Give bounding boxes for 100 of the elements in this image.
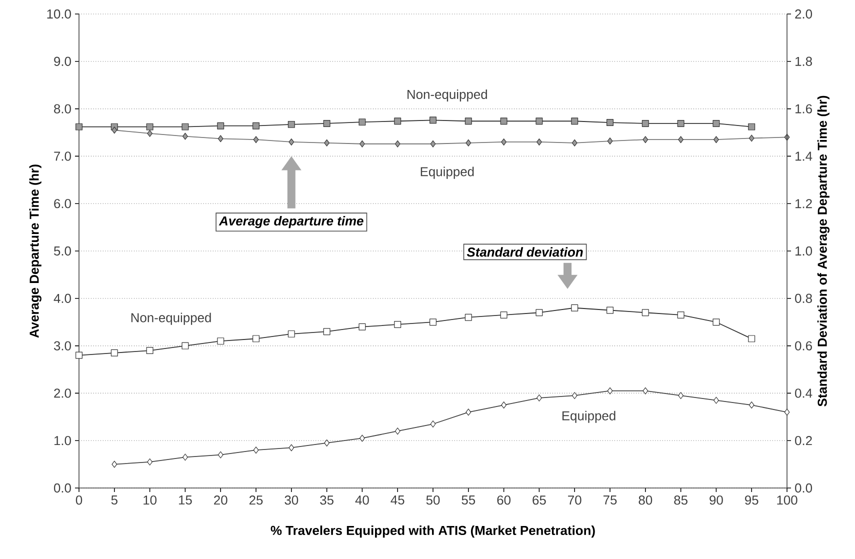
point [678,392,684,400]
y2-tick-label: 0.4 [795,388,812,398]
y-tick-label: 5.0 [54,246,71,256]
point [324,139,330,146]
point [784,408,790,416]
point [642,120,649,127]
point [536,394,542,402]
x-tick-label: 75 [603,496,617,505]
point [112,460,118,468]
y2-tick-label: 0.8 [795,294,812,303]
x-tick-label: 70 [568,496,582,505]
series-label: Non-equipped [131,312,211,325]
point [253,446,259,454]
y2-tick-label: 0.0 [795,483,812,493]
x-tick-label: 5 [111,496,118,505]
point [252,335,260,342]
point [324,439,330,446]
point [394,320,402,328]
point [501,138,506,146]
point [147,130,152,137]
series-label: Equipped [562,410,616,423]
point [112,126,118,134]
x-tick-label: 45 [390,496,404,505]
point [288,120,295,128]
point [642,387,648,394]
x-tick-label: 60 [497,496,511,505]
y2-tick-label: 0.6 [795,341,812,350]
y-tick-label: 10.0 [47,9,71,19]
point [146,347,154,354]
point [606,119,614,126]
x-tick-label: 40 [355,496,369,505]
y-tick-label: 8.0 [54,104,71,114]
point [572,392,578,400]
point [712,318,720,326]
point [571,304,578,312]
x-tick-label: 0 [76,496,82,505]
y2-tick-label: 1.2 [796,199,812,208]
y-tick-label: 9.0 [54,56,71,66]
point [360,434,365,442]
point [76,123,82,130]
x-tick-label: 20 [214,496,228,505]
point [571,118,578,125]
x-tick-label: 55 [462,496,476,505]
point [288,444,294,452]
point [464,314,472,321]
annotation: Standard deviation [466,247,583,257]
point [464,118,472,125]
point [501,402,506,409]
point [748,335,756,342]
y2-axis-title: Standard Deviation of Average Departure Time (hr) [817,96,830,406]
point [323,328,330,336]
x-tick-label: 90 [710,496,723,505]
y-axis-title: Average Departure Time (hr) [29,164,42,338]
point [218,135,224,142]
point [430,140,436,148]
point [217,338,224,345]
x-tick-label: 65 [532,496,546,505]
point [253,136,259,144]
point [536,138,542,146]
y-tick-label: 7.0 [54,152,71,161]
point [252,122,260,130]
point [76,352,82,359]
point [536,309,543,316]
point [466,408,472,416]
y2-tick-label: 1.4 [796,152,812,161]
point [288,138,294,146]
point [358,323,366,330]
series-label: Non-equipped [408,89,487,102]
point [146,123,154,130]
point [182,454,188,461]
point [323,120,330,127]
x-tick-label: 15 [178,496,192,505]
point [748,402,754,409]
x-tick-label: 35 [320,496,334,505]
point [642,309,649,316]
point [607,138,613,145]
point [572,139,578,146]
y2-tick-label: 1.8 [796,56,812,66]
point [430,420,436,428]
point [714,396,719,404]
point [394,428,400,435]
y2-tick-label: 2.0 [795,9,812,19]
y-tick-label: 1.0 [54,436,71,446]
point [360,140,365,148]
x-tick-label: 10 [144,496,156,505]
point [466,139,472,146]
y-tick-label: 6.0 [54,199,71,208]
point [358,118,366,126]
point [217,122,224,130]
y-tick-label: 4.0 [54,294,71,303]
point [394,140,400,148]
point [712,120,720,127]
x-tick-label: 85 [674,496,688,505]
point [642,136,648,144]
point [394,118,402,125]
x-tick-label: 100 [777,496,798,505]
x-axis-title: % Travelers Equipped with ATIS (Market Penetration) [270,526,595,538]
x-tick-label: 30 [284,496,298,505]
point [110,349,118,356]
point [182,123,189,130]
